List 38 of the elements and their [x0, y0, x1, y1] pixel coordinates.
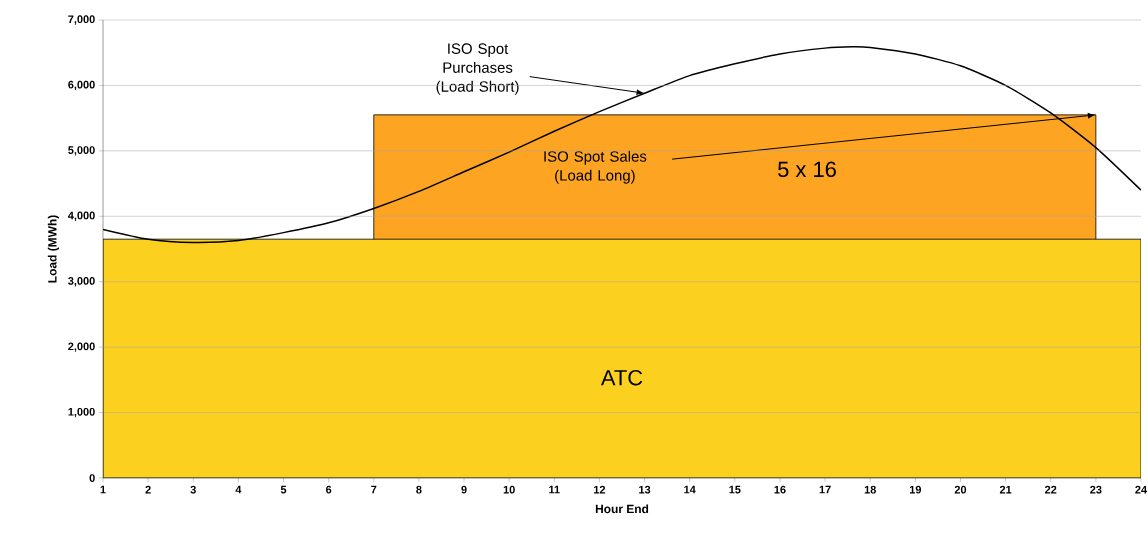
annotation: ISO Spot Purchases (Load Short)	[436, 43, 519, 95]
y-tick-label: 4,000	[67, 211, 95, 221]
x-tick-label: 13	[639, 485, 651, 494]
x-tick-label: 5	[280, 485, 287, 494]
x-tick-label: 18	[864, 485, 876, 494]
y-tick-label: 1,000	[68, 407, 95, 418]
x-tick-label: 24	[1135, 485, 1148, 494]
x-tick-label: 16	[774, 485, 786, 494]
x-tick-label: 1	[100, 485, 106, 494]
y-tick-label: 3,000	[68, 277, 95, 287]
y-axis-title: Load (MWh)	[47, 215, 59, 283]
y-tick-label: 2,000	[68, 342, 95, 352]
y-tick-label: 6,000	[68, 80, 95, 91]
x-tick-label: 10	[503, 485, 515, 494]
x-tick-label: 22	[1045, 485, 1057, 494]
x-tick-label: 17	[819, 485, 831, 494]
y-tick-label: 0	[89, 474, 95, 482]
x-tick-label: 8	[416, 485, 422, 494]
x-tick-label: 15	[729, 485, 741, 494]
x-tick-label: 6	[326, 485, 332, 494]
x-axis-title: Hour End	[595, 504, 649, 514]
y-tick-label: 5,000	[68, 146, 95, 156]
x-tick-label: 12	[594, 485, 606, 494]
x-tick-label: 19	[909, 485, 922, 494]
x-tick-label: 2	[145, 485, 151, 494]
x-tick-label: 20	[954, 485, 967, 494]
x-tick-label: 4	[235, 485, 242, 494]
x-tick-label: 23	[1090, 485, 1102, 494]
series-label: 5 x 16	[778, 161, 836, 178]
annotation: ISO Spot Sales (Load Long)	[544, 150, 647, 184]
x-tick-label: 7	[371, 485, 377, 494]
x-tick-label: 14	[684, 485, 696, 494]
x-tick-label: 11	[549, 485, 560, 494]
x-tick-label: 3	[190, 485, 196, 494]
x-tick-label: 9	[461, 485, 467, 494]
x-tick-label: 21	[999, 485, 1012, 494]
y-tick-label: 7,000	[68, 15, 95, 25]
series-label: ATC	[600, 369, 643, 386]
